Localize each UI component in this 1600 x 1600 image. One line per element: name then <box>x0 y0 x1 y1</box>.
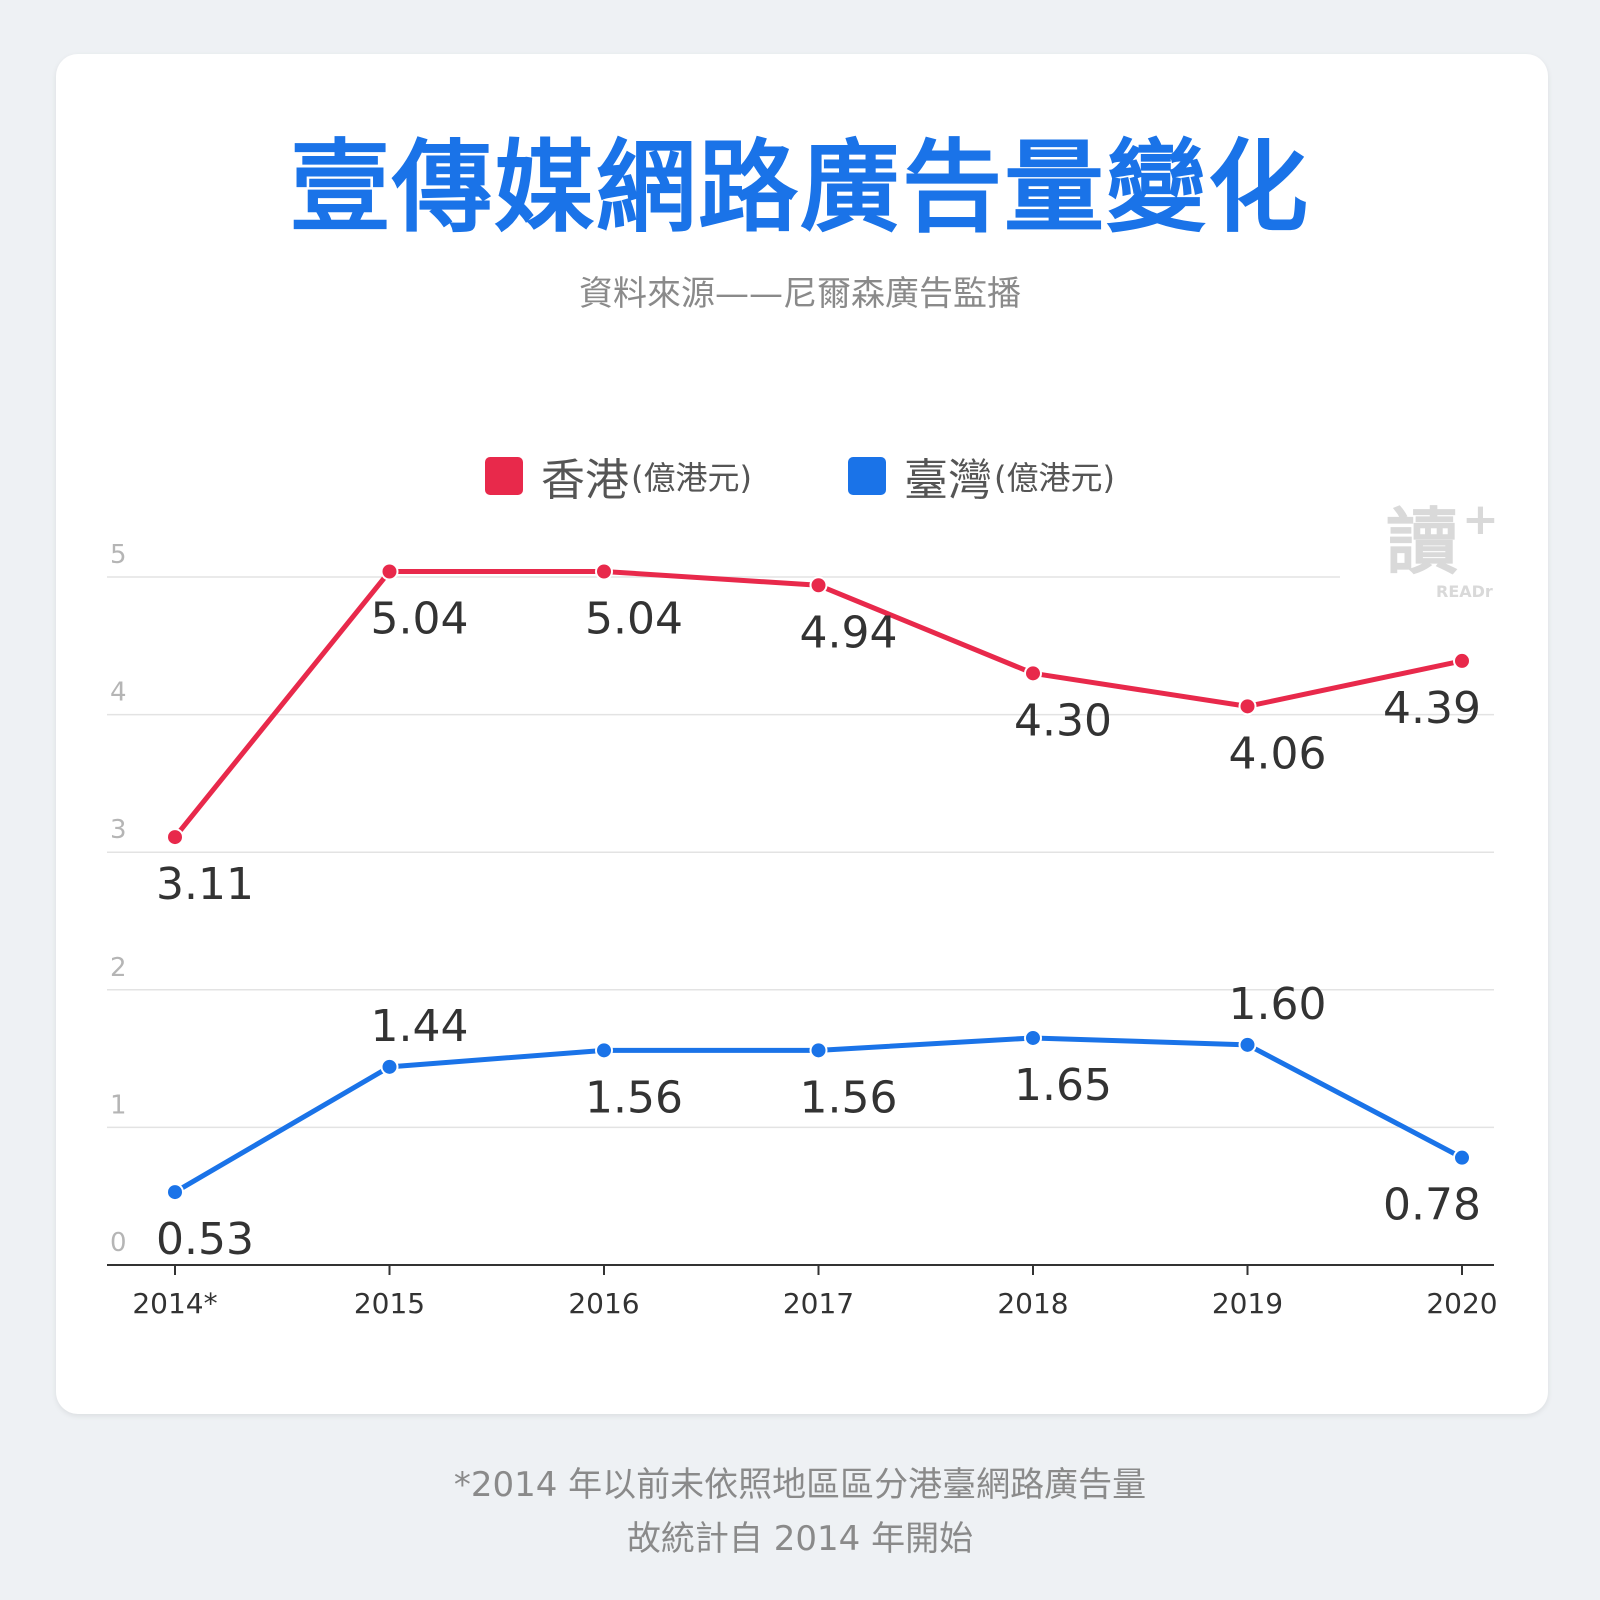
point-1-1 <box>380 1057 399 1076</box>
data-label-0-0: 3.11 <box>156 859 254 910</box>
y-tick-label-0: 0 <box>110 1228 127 1258</box>
chart-subtitle: 資料來源——尼爾森廣告監播 <box>579 274 1021 314</box>
data-label-1-0: 0.53 <box>156 1214 254 1265</box>
data-label-0-4: 4.30 <box>1014 695 1112 746</box>
chart-title: 壹傳媒網路廣告量變化 <box>290 129 1310 246</box>
point-1-2 <box>595 1041 613 1060</box>
legend-swatch-hongkong <box>485 457 524 495</box>
x-tick-label-6: 2020 <box>1426 1287 1497 1320</box>
legend-label-taiwan: 臺灣 <box>904 455 992 506</box>
x-tick-label-5: 2019 <box>1212 1287 1283 1320</box>
x-tick-label-0: 2014* <box>132 1287 217 1320</box>
chart-card <box>56 54 1548 1414</box>
data-label-0-5: 4.06 <box>1229 728 1327 779</box>
legend-swatch-taiwan <box>848 457 886 495</box>
x-tick-label-1: 2015 <box>354 1287 425 1320</box>
legend-unit-hongkong: (億港元) <box>631 459 752 497</box>
point-0-6 <box>1453 651 1471 670</box>
point-1-4 <box>1024 1028 1042 1047</box>
y-tick-label-1: 1 <box>110 1090 127 1120</box>
x-tick-label-4: 2018 <box>997 1287 1068 1320</box>
data-label-1-5: 1.60 <box>1229 979 1327 1030</box>
point-1-5 <box>1238 1035 1257 1054</box>
data-label-1-2: 1.56 <box>585 1072 683 1123</box>
data-label-0-6: 4.39 <box>1383 683 1481 734</box>
data-label-0-3: 4.94 <box>800 607 898 658</box>
y-tick-label-5: 5 <box>110 540 127 570</box>
data-label-1-4: 1.65 <box>1014 1060 1112 1111</box>
y-tick-label-3: 3 <box>110 815 127 845</box>
x-tick-label-3: 2017 <box>783 1287 854 1320</box>
point-1-6 <box>1453 1148 1471 1167</box>
logo-text: READr <box>1436 582 1493 601</box>
data-label-0-1: 5.04 <box>371 593 469 644</box>
data-label-1-6: 0.78 <box>1383 1180 1481 1231</box>
point-1-0 <box>166 1183 184 1202</box>
data-label-0-2: 5.04 <box>585 593 683 644</box>
legend-item-taiwan: 臺灣 (億港元) <box>848 444 1115 508</box>
footnote-line-2: 故統計自 2014 年開始 <box>626 1519 974 1559</box>
point-0-2 <box>595 562 613 581</box>
y-tick-label-2: 2 <box>110 953 127 983</box>
data-label-1-1: 1.44 <box>371 1001 469 1052</box>
point-0-3 <box>809 576 828 595</box>
point-0-0 <box>166 828 184 847</box>
point-0-1 <box>380 562 399 581</box>
legend-unit-taiwan: (億港元) <box>994 459 1115 497</box>
point-1-3 <box>809 1041 828 1060</box>
readr-logo: 讀 + READr <box>1382 498 1499 606</box>
logo-plus: + <box>1462 494 1499 545</box>
point-0-5 <box>1238 697 1257 716</box>
legend-label-hongkong: 香港 <box>541 455 630 506</box>
x-tick-label-2: 2016 <box>568 1287 639 1320</box>
logo-glyph: 讀 <box>1386 500 1459 584</box>
legend: 香港 (億港元) 臺灣 (億港元) <box>0 444 1600 508</box>
legend-item-hongkong: 香港 (億港元) <box>485 444 752 508</box>
point-0-4 <box>1024 664 1042 683</box>
y-tick-label-4: 4 <box>110 678 127 708</box>
footnote: *2014 年以前未依照地區區分港臺網路廣告量 故統計自 2014 年開始 <box>0 1458 1600 1566</box>
data-label-1-3: 1.56 <box>800 1072 898 1123</box>
footnote-line-1: *2014 年以前未依照地區區分港臺網路廣告量 <box>453 1465 1147 1505</box>
